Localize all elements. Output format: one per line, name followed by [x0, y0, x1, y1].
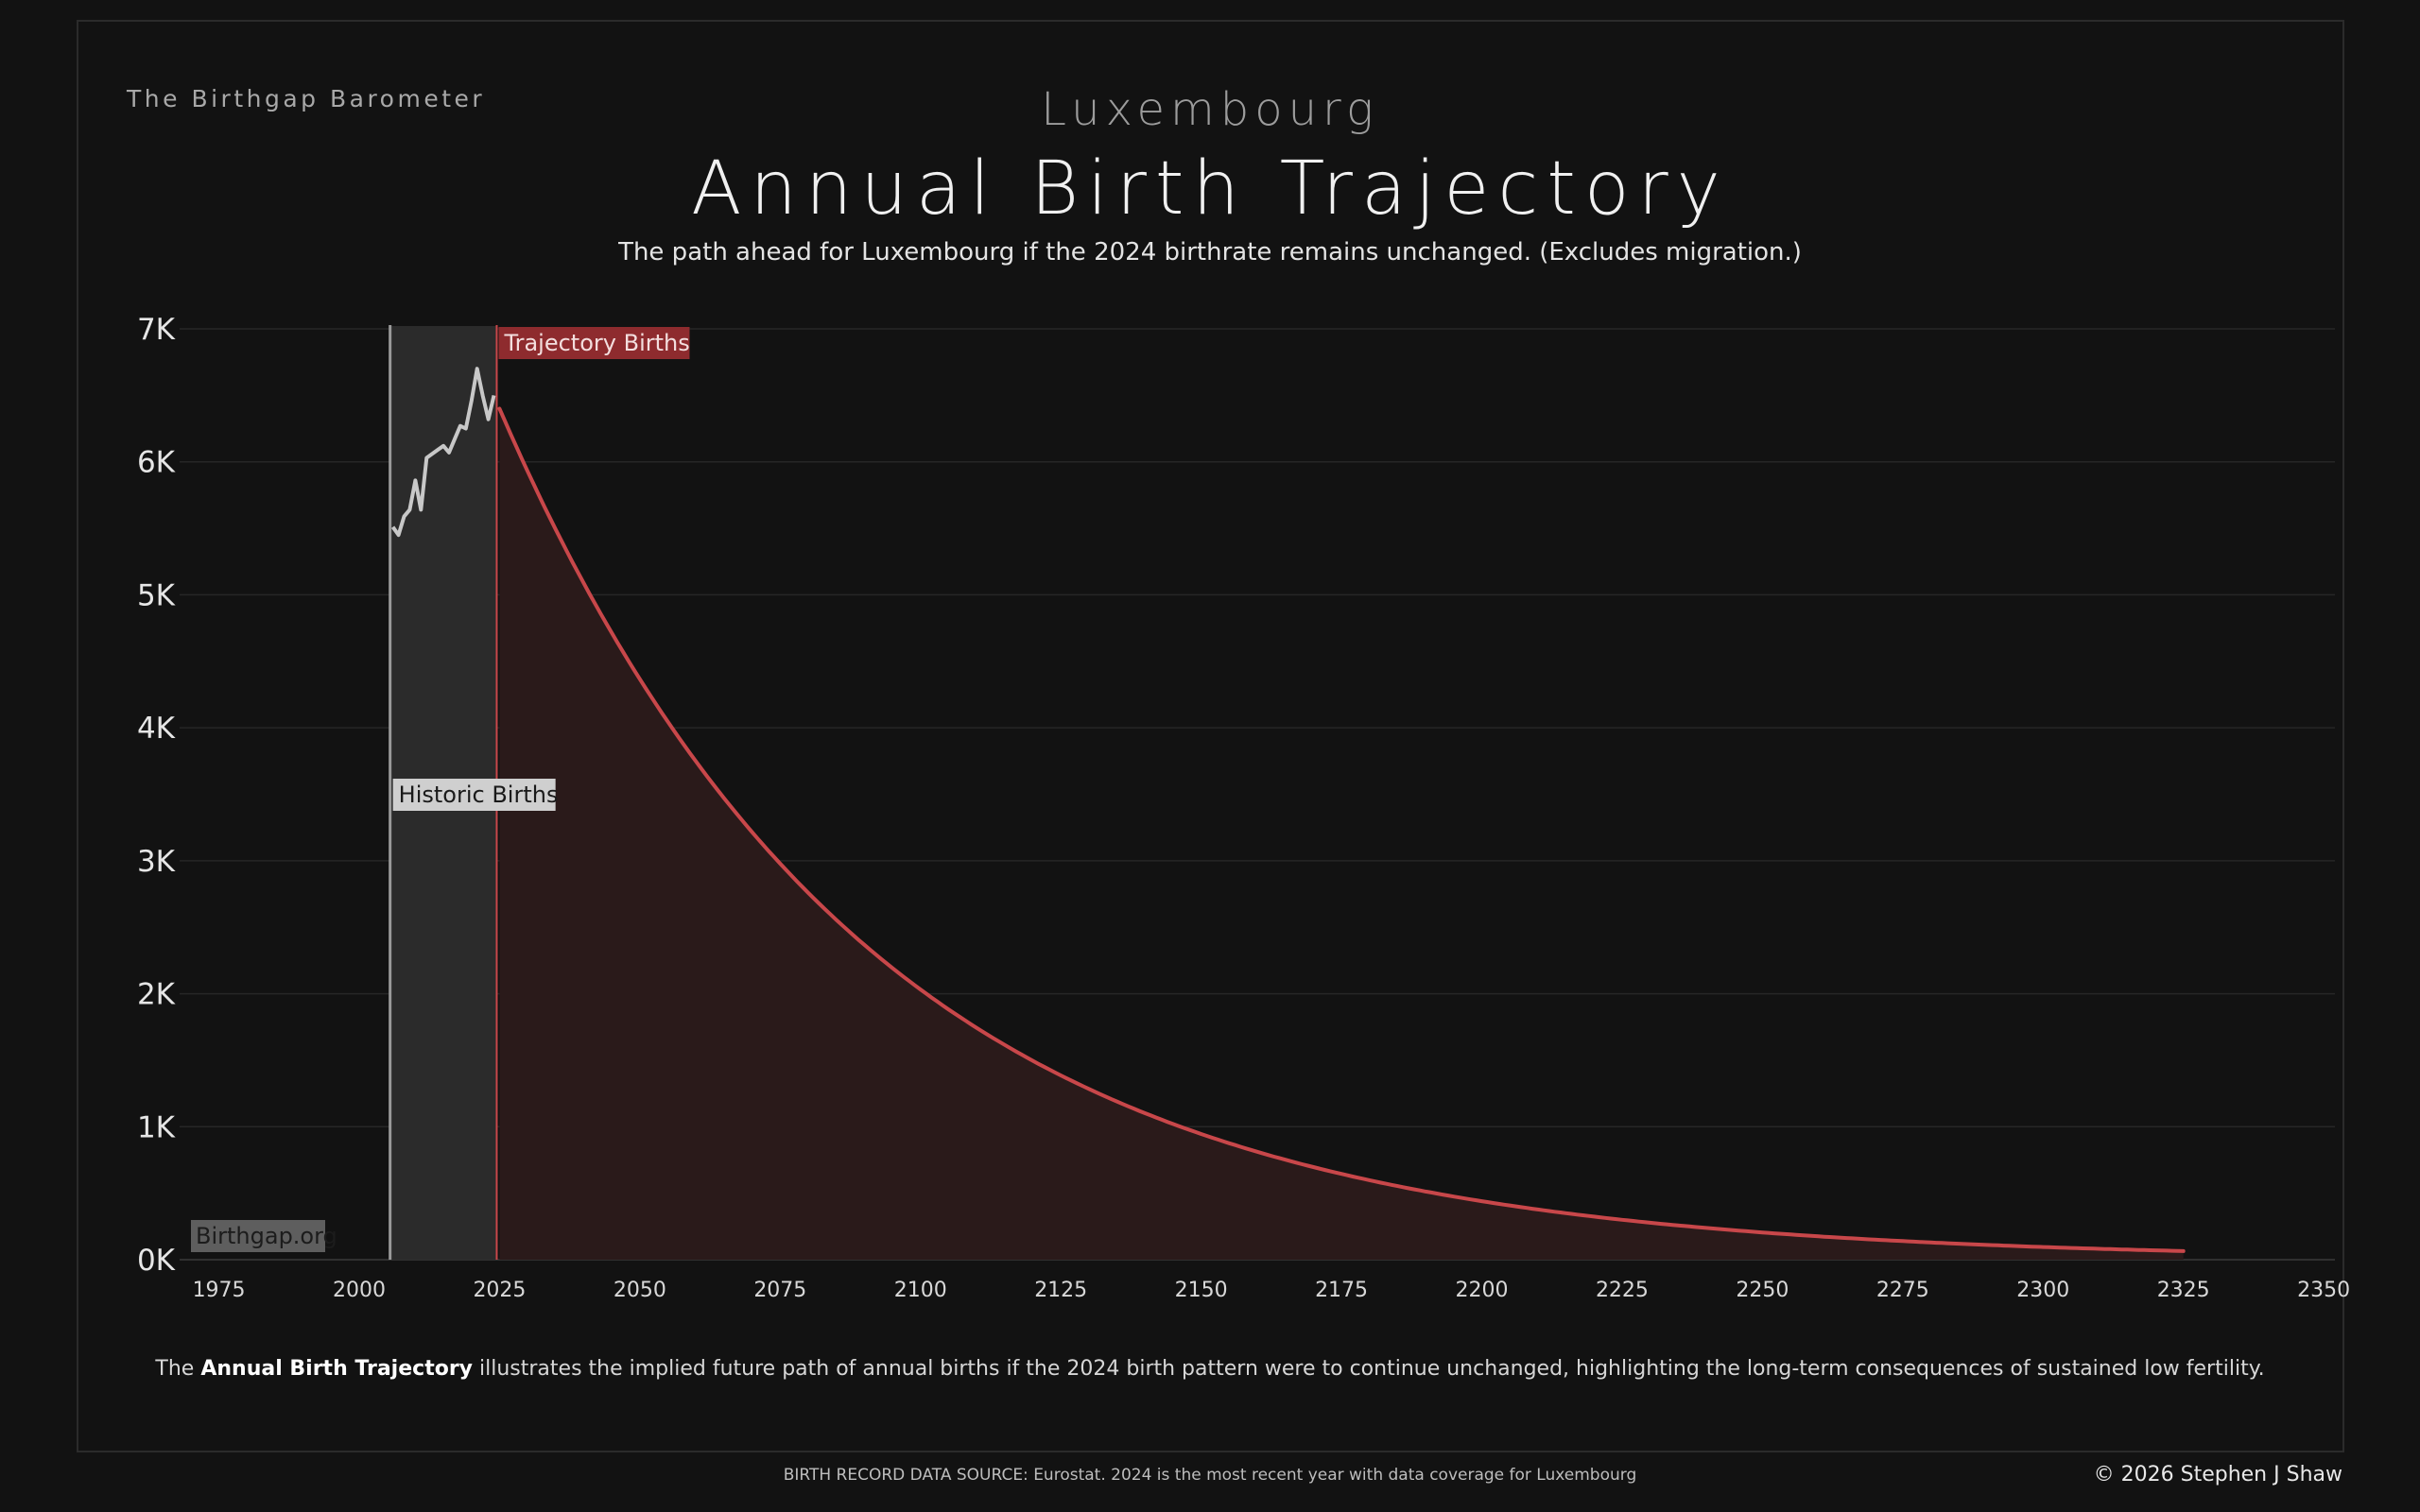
chart-areas	[389, 326, 2184, 1260]
brand-label: The Birthgap Barometer	[127, 85, 486, 112]
historic-line	[390, 367, 496, 538]
caption-text: illustrates the implied future path of a…	[473, 1357, 2265, 1381]
watermark-bg	[191, 1220, 325, 1252]
x-tick-label: 2025	[473, 1279, 526, 1302]
trajectory-births-label: Trajectory Births	[503, 330, 689, 356]
trajectory-label-bg	[498, 327, 690, 359]
country-title: Luxembourg	[1041, 83, 1379, 136]
copyright-notice: © 2026 Stephen J Shaw	[2093, 1463, 2342, 1486]
x-tick-label: 2125	[1034, 1279, 1087, 1302]
x-tick-label: 2100	[894, 1279, 947, 1302]
y-tick-label: 3K	[137, 845, 176, 879]
historic-label-bg	[392, 779, 556, 811]
y-tick-label: 7K	[137, 313, 176, 347]
y-tick-label: 2K	[137, 978, 176, 1012]
x-tick-label: 2225	[1596, 1279, 1649, 1302]
x-tick-label: 2050	[614, 1279, 666, 1302]
chart-subtitle: The path ahead for Luxembourg if the 202…	[618, 238, 1802, 266]
x-tick-label: 2075	[753, 1279, 806, 1302]
x-tick-label: 2150	[1175, 1279, 1228, 1302]
y-tick-label: 4K	[137, 712, 176, 746]
chart-panel	[77, 20, 2344, 1452]
caption-prefix: The	[155, 1357, 201, 1381]
x-tick-label: 2325	[2157, 1279, 2210, 1302]
x-tick-label: 2200	[1456, 1279, 1509, 1302]
chart-labels: Trajectory Births Historic Births Birthgap…	[191, 327, 690, 1252]
x-tick-label: 2275	[1876, 1279, 1929, 1302]
x-tick-label: 2000	[333, 1279, 386, 1302]
y-tick-label: 5K	[137, 578, 176, 612]
trajectory-area	[499, 408, 2184, 1260]
caption-bold: Annual Birth Trajectory	[200, 1357, 474, 1381]
y-tick-label: 0K	[137, 1244, 176, 1278]
y-tick-label: 6K	[137, 446, 176, 480]
trajectory-line	[497, 406, 2186, 1253]
y-tick-label: 1K	[137, 1110, 176, 1144]
axis-ticks: 0K 1K 2K 3K 4K 5K 6K 7K 1975 2000 2025 2050 2075 2100…	[137, 313, 2350, 1302]
x-tick-label: 2350	[2297, 1279, 2350, 1302]
data-source-note: BIRTH RECORD DATA SOURCE: Eurostat. 2024…	[783, 1466, 1637, 1485]
page-title: Annual Birth Trajectory	[691, 146, 1729, 232]
chart-caption: The Annual Birth Trajectory illustrates …	[0, 1357, 2420, 1381]
x-tick-label: 1975	[193, 1279, 246, 1302]
historic-births-label: Historic Births	[399, 782, 559, 808]
x-tick-label: 2175	[1315, 1279, 1368, 1302]
watermark-label: Birthgap.org	[196, 1223, 337, 1249]
x-tick-label: 2250	[1736, 1279, 1789, 1302]
x-tick-label: 2300	[2016, 1279, 2069, 1302]
